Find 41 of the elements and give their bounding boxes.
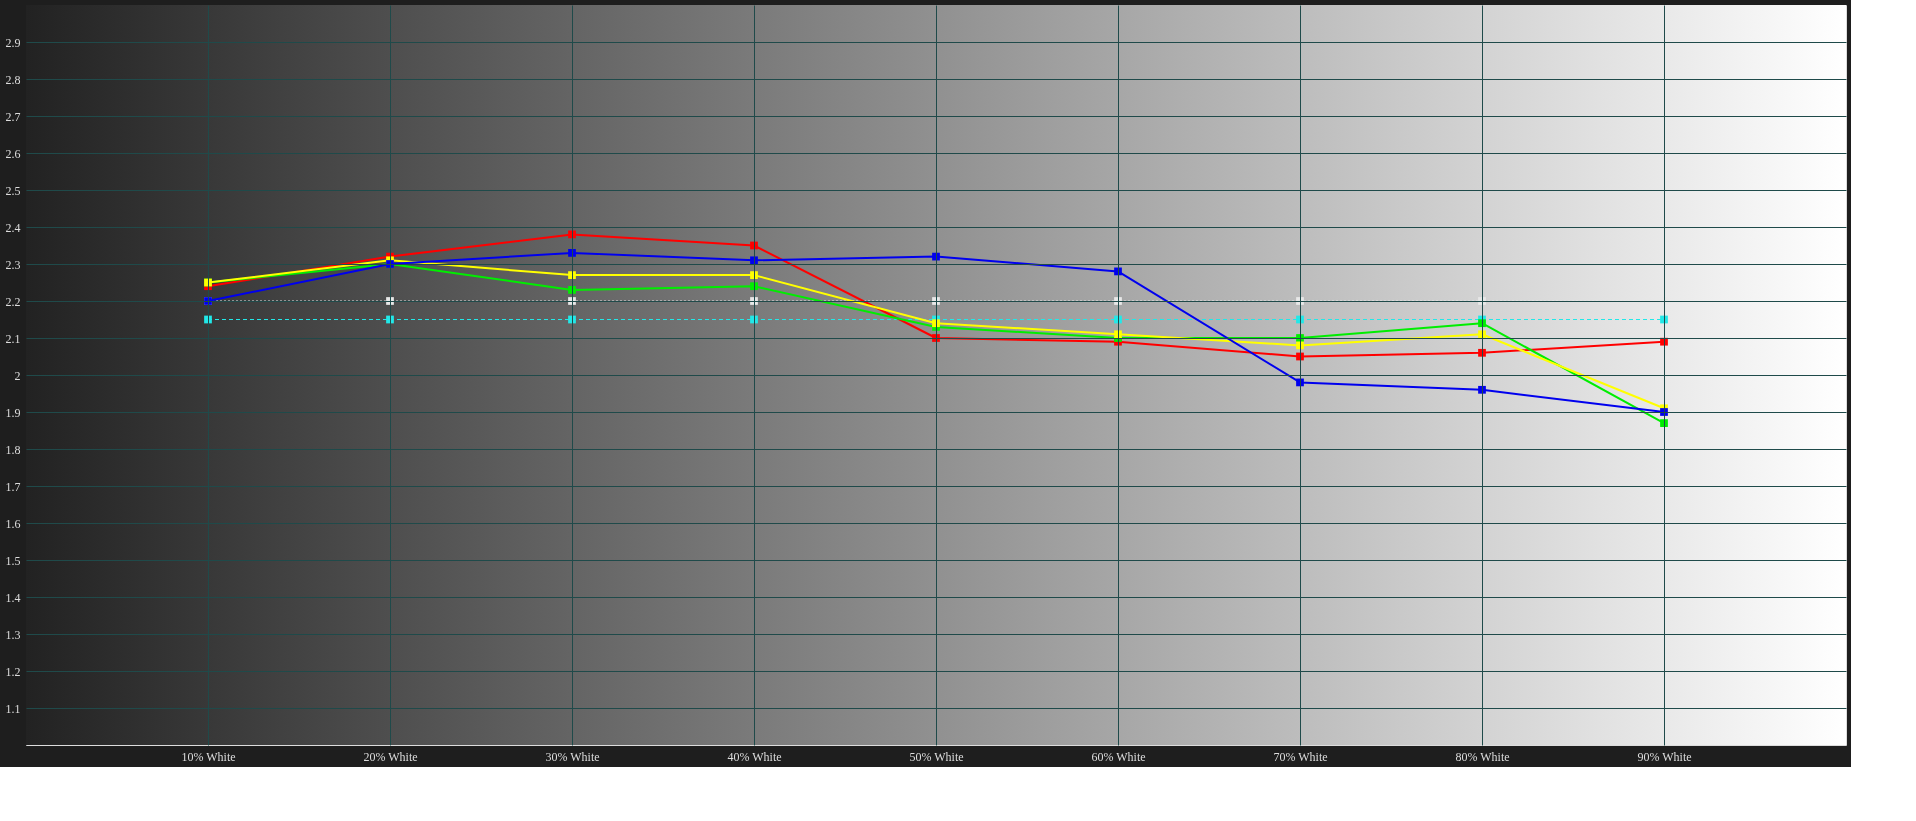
x-tick-label: 90% White (1637, 749, 1692, 764)
point (1478, 348, 1486, 357)
y-tick-label: 1.5 (5, 553, 21, 568)
y-tick-label: 1.3 (5, 627, 21, 642)
x-tick-label: 50% White (909, 749, 964, 764)
x-tick-label: 30% White (545, 749, 600, 764)
point (750, 256, 758, 265)
y-tick-label: 2.9 (5, 35, 21, 50)
point (932, 319, 940, 328)
y-tick-label: 1.2 (5, 664, 21, 679)
x-tick-label: 70% White (1273, 749, 1328, 764)
point (568, 271, 576, 279)
y-tick-label: 1.7 (5, 479, 21, 494)
x-tick-label: 10% White (181, 749, 236, 764)
y-tick-label: 2.4 (5, 220, 21, 235)
point (568, 249, 576, 257)
x-tick-label: 80% White (1455, 749, 1510, 764)
y-tick-label: 2 (14, 368, 21, 383)
y-tick-label: 1.1 (5, 701, 21, 716)
y-tick-label: 2.2 (5, 294, 21, 309)
x-tick-label: 60% White (1091, 749, 1146, 764)
x-tick-label: 20% White (363, 749, 418, 764)
y-tick-label: 1.9 (5, 405, 21, 420)
point (568, 286, 576, 294)
point (1478, 319, 1486, 328)
y-tick-label: 2.5 (5, 183, 21, 198)
y-tick-label: 2.8 (5, 72, 21, 87)
y-tick-label: 1.6 (5, 516, 21, 531)
x-tick-label: 40% White (727, 749, 782, 764)
point (750, 271, 758, 279)
point (1114, 330, 1122, 339)
y-tick-label: 2.6 (5, 146, 21, 161)
point (750, 282, 758, 291)
y-tick-label: 2.7 (5, 109, 21, 124)
y-tick-label: 2.3 (5, 257, 21, 272)
y-tick-label: 1.4 (5, 590, 21, 605)
point (1478, 385, 1486, 394)
point (1478, 330, 1486, 339)
point (1660, 419, 1668, 427)
y-tick-label: 2.1 (5, 331, 21, 346)
y-tick-label: 1.8 (5, 442, 21, 457)
